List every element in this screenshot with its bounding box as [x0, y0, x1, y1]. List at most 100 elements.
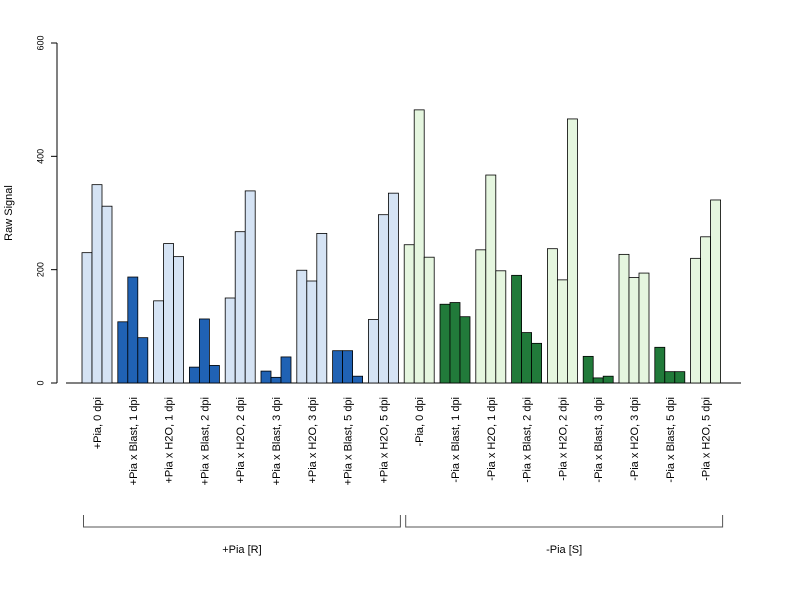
bar [511, 274, 523, 384]
bar [547, 248, 558, 384]
bar [700, 236, 711, 384]
bar [628, 277, 640, 384]
category-label: -Pia x Blast, 1 dpi [450, 397, 462, 483]
bar [234, 231, 246, 384]
group-bracket [405, 515, 724, 528]
bar [270, 376, 282, 384]
bar [342, 350, 354, 384]
bar [582, 355, 594, 384]
y-axis: 0 200 400 600 [35, 35, 58, 386]
bar [602, 375, 614, 384]
category-label: +Pia x Blast, 5 dpi [343, 397, 355, 485]
bar [91, 184, 103, 384]
bar-group [511, 274, 542, 384]
bar [413, 109, 425, 384]
bar-group [332, 350, 364, 384]
category-label: -Pia x H2O, 2 dpi [557, 397, 569, 481]
category-label: +Pia x H2O, 1 dpi [164, 397, 176, 484]
bar [690, 257, 701, 384]
bar [173, 256, 185, 384]
bar [244, 190, 256, 384]
bar [485, 174, 497, 384]
category-label: -Pia x H2O, 1 dpi [486, 397, 498, 481]
bar [592, 377, 604, 384]
bar-group [224, 190, 256, 384]
bar [439, 303, 451, 384]
bar-group [439, 302, 471, 384]
bar-group [117, 276, 149, 384]
bar-group [654, 346, 686, 384]
bar-group [690, 199, 721, 384]
bar [367, 319, 379, 384]
category-label: -Pia x Blast, 3 dpi [593, 397, 605, 483]
category-label: +Pia, 0 dpi [92, 397, 104, 449]
bar [377, 214, 389, 384]
category-label: +Pia x H2O, 5 dpi [378, 397, 390, 484]
bar [557, 279, 568, 384]
category-labels: +Pia, 0 dpi +Pia x Blast, 1 dpi +Pia x H2O… [92, 397, 713, 485]
bar [117, 321, 129, 384]
bar [674, 371, 686, 384]
bar [316, 232, 328, 384]
bar [403, 244, 415, 384]
y-tick-label: 600 [35, 35, 45, 50]
bar-group [188, 318, 220, 384]
category-label: -Pia, 0 dpi [414, 397, 426, 447]
bar [81, 252, 93, 384]
bar [137, 337, 149, 384]
bar [306, 280, 318, 384]
bar [352, 375, 364, 384]
bar [459, 316, 471, 384]
category-label: -Pia x H2O, 5 dpi [701, 397, 713, 481]
bar [153, 300, 165, 384]
y-tick-label: 0 [35, 380, 45, 385]
category-label: -Pia x Blast, 5 dpi [665, 397, 677, 483]
bar [521, 332, 532, 384]
group-label: +Pia [R] [222, 544, 261, 556]
y-tick-label: 400 [35, 149, 45, 164]
bar [387, 192, 399, 384]
bar [638, 272, 650, 384]
bar [208, 365, 220, 384]
bar-group [260, 356, 292, 384]
category-label: +Pia x Blast, 1 dpi [128, 397, 140, 485]
category-label: -Pia x Blast, 2 dpi [522, 397, 534, 483]
bar [163, 243, 175, 384]
category-label: +Pia x Blast, 3 dpi [271, 397, 283, 485]
bar [531, 342, 542, 384]
bar-group [403, 109, 435, 384]
category-label: -Pia x H2O, 3 dpi [629, 397, 641, 481]
y-axis-title: Raw Signal [3, 185, 15, 241]
bar [664, 371, 676, 384]
bar [127, 276, 139, 384]
bar [260, 370, 272, 384]
category-label: +Pia x H2O, 3 dpi [307, 397, 319, 484]
group-brackets: +Pia [R] -Pia [S] [83, 515, 724, 556]
bar [198, 318, 210, 384]
bar-group [618, 253, 650, 384]
bar-group [582, 355, 614, 384]
bar [495, 270, 507, 384]
y-tick-label: 200 [35, 262, 45, 277]
bar-group [81, 184, 113, 384]
bar-group [367, 192, 399, 384]
bar [224, 297, 236, 384]
bar-group [475, 174, 507, 384]
bar [449, 302, 461, 384]
bar [296, 269, 308, 384]
bar [332, 350, 344, 384]
bar [654, 346, 666, 384]
bar [475, 249, 487, 384]
bar [423, 256, 435, 384]
bar-group [153, 243, 185, 384]
category-label: +Pia x Blast, 2 dpi [199, 397, 211, 485]
bar [101, 205, 113, 384]
bar [710, 199, 721, 384]
bar-group [296, 232, 328, 384]
group-label: -Pia [S] [546, 544, 582, 556]
bar [567, 118, 578, 384]
bar [188, 366, 200, 384]
bar-group [547, 118, 578, 384]
bar [280, 356, 292, 384]
